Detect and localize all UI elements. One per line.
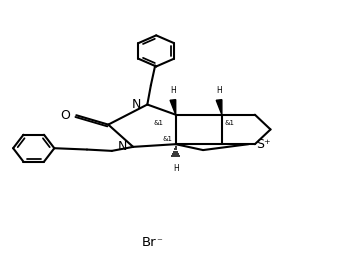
Text: N: N: [118, 140, 127, 153]
Text: H: H: [170, 86, 176, 95]
Text: &1: &1: [225, 120, 235, 125]
Polygon shape: [170, 100, 176, 115]
Text: H: H: [173, 164, 179, 173]
Text: ⁻: ⁻: [156, 237, 162, 248]
Text: Br: Br: [142, 236, 156, 249]
Text: &1: &1: [153, 120, 163, 125]
Text: H: H: [216, 86, 222, 95]
Text: N: N: [132, 98, 141, 111]
Text: O: O: [60, 109, 70, 122]
Text: &1: &1: [162, 136, 172, 142]
Polygon shape: [216, 100, 222, 115]
Text: S⁺: S⁺: [256, 138, 271, 151]
